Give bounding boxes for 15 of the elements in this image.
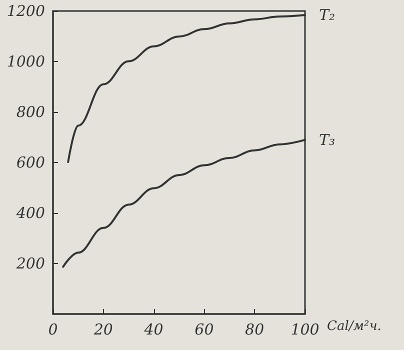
x-tick-label: 20 xyxy=(92,320,114,338)
y-tick-label: 200 xyxy=(15,254,46,272)
series-label: T₂ xyxy=(319,6,336,24)
y-tick-label: 1200 xyxy=(6,2,46,20)
y-tick-label: 1000 xyxy=(6,52,46,70)
x-tick-label: 80 xyxy=(245,320,265,338)
y-tick-label: 400 xyxy=(15,204,46,222)
x-axis-title: Cal/м²ч. xyxy=(327,319,382,334)
series-label: T₃ xyxy=(319,130,336,149)
x-tick-label: 60 xyxy=(194,320,214,338)
y-tick-label: 800 xyxy=(16,103,46,121)
x-tick-label: 100 xyxy=(290,320,320,338)
x-tick-label: 40 xyxy=(143,320,164,338)
x-tick-label: 0 xyxy=(48,320,58,338)
y-tick-label: 600 xyxy=(16,154,46,172)
